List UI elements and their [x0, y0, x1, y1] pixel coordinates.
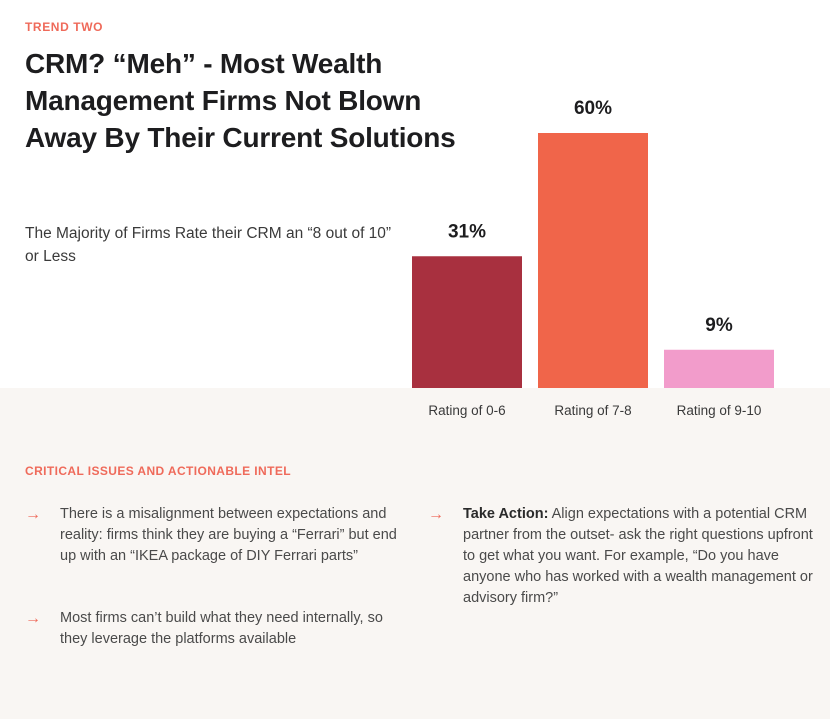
category-label-3: Rating of 9-10	[677, 403, 762, 418]
issue-bullet-1: → There is a misalignment between expect…	[25, 504, 405, 567]
arrow-right-icon: →	[25, 506, 41, 523]
category-label-2: Rating of 7-8	[554, 403, 631, 418]
arrow-right-icon: →	[25, 610, 41, 627]
take-action-bullet: → Take Action: Align expectations with a…	[428, 504, 823, 609]
category-label-1: Rating of 0-6	[428, 403, 505, 418]
page-title: CRM? “Meh” - Most Wealth Management Firm…	[25, 48, 456, 153]
arrow-right-icon: →	[428, 506, 444, 523]
data-label-3: 9%	[705, 315, 733, 336]
bullet-text: Most firms can’t build what they need in…	[60, 610, 383, 647]
bar-3	[664, 349, 774, 388]
lower-section-background	[0, 388, 830, 719]
bullet-text: There is a misalignment between expectat…	[60, 506, 397, 564]
data-label-1: 31%	[448, 221, 486, 242]
issue-bullet-2: → Most firms can’t build what they need …	[25, 608, 410, 650]
bar-chart: 31% Rating of 0-6 60% Rating of 7-8 9% Rating…	[412, 98, 774, 418]
chart-subtitle: The Majority of Firms Rate their CRM an …	[25, 225, 392, 265]
eyebrow-label: TREND TWO	[25, 20, 104, 34]
take-action-text: Take Action: Align expectations with a p…	[463, 504, 823, 609]
section-heading: CRITICAL ISSUES AND ACTIONABLE INTEL	[25, 464, 291, 478]
bar-1	[412, 256, 522, 388]
take-action-lead: Take Action:	[463, 506, 549, 522]
data-label-2: 60%	[574, 98, 612, 119]
bar-2	[538, 133, 648, 388]
take-action-body: Align expectations with a potential CRM …	[463, 506, 813, 606]
